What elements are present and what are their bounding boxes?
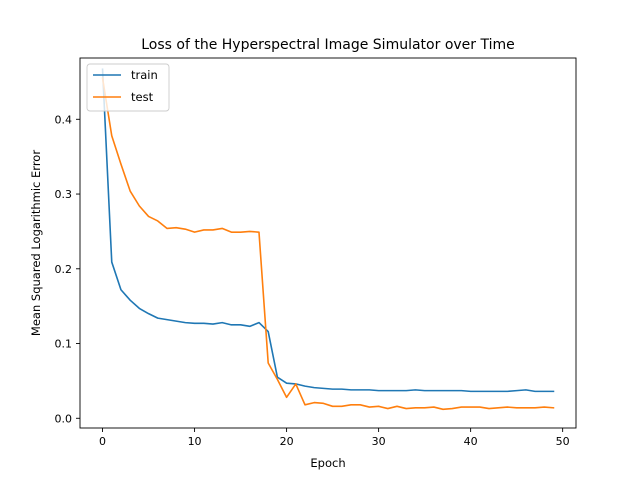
- y-tick-label: 0.1: [55, 338, 73, 351]
- y-axis-label: Mean Squared Logarithmic Error: [29, 150, 43, 336]
- x-axis: 0 10 20 30 40 50: [99, 428, 570, 448]
- chart-title: Loss of the Hyperspectral Image Simulato…: [141, 37, 515, 53]
- series-lines: [101, 68, 555, 411]
- legend: train test: [86, 63, 170, 112]
- legend-label-train: train: [131, 68, 158, 82]
- x-tick-label: 10: [188, 435, 202, 448]
- x-tick-label: 30: [372, 435, 386, 448]
- x-tick-label: 20: [280, 435, 294, 448]
- y-tick-label: 0.2: [55, 263, 73, 276]
- series-line-train: [101, 68, 555, 393]
- y-tick-label: 0.0: [55, 412, 73, 425]
- x-tick-label: 50: [556, 435, 570, 448]
- plot-frame: [79, 57, 577, 429]
- x-tick-label: 40: [464, 435, 478, 448]
- legend-label-test: test: [131, 90, 154, 104]
- x-tick-label: 0: [99, 435, 106, 448]
- x-axis-label: Epoch: [310, 456, 345, 470]
- y-tick-label: 0.3: [55, 188, 73, 201]
- series-line-test: [101, 77, 555, 411]
- y-axis: 0.0 0.1 0.2 0.3 0.4: [55, 113, 80, 425]
- y-tick-label: 0.4: [55, 113, 73, 126]
